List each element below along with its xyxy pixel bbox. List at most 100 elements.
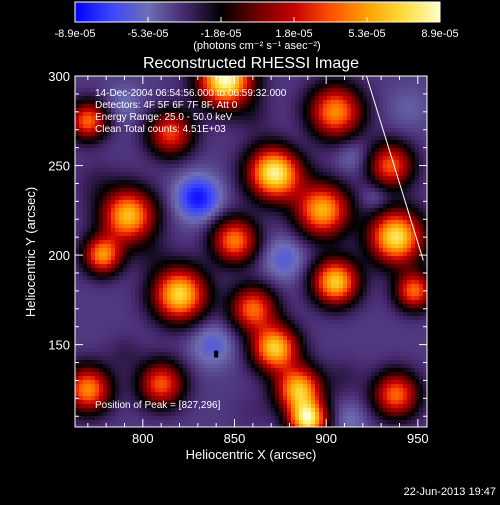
heatmap-cell [91,240,96,245]
heatmap-cell [343,292,348,297]
heatmap-cell [195,280,200,285]
heatmap-cell [111,256,116,261]
heatmap-cell [231,244,236,249]
heatmap-cell [363,116,368,121]
heatmap-cell [159,160,164,165]
heatmap-cell [99,184,104,189]
heatmap-cell [139,160,144,165]
heatmap-cell [227,248,232,253]
heatmap-cell [327,88,332,93]
heatmap-cell [131,260,136,265]
heatmap-cell [407,76,412,81]
heatmap-cell [135,152,140,157]
heatmap-cell [195,288,200,293]
heatmap-cell [219,200,224,205]
heatmap-cell [407,228,412,233]
heatmap-cell [247,76,252,81]
heatmap-cell [351,112,356,117]
heatmap-cell [155,164,160,169]
heatmap-cell [195,176,200,181]
heatmap-cell [295,152,300,157]
heatmap-cell [239,280,244,285]
heatmap-cell [107,288,112,293]
heatmap-cell [255,168,260,173]
heatmap-cell [171,292,176,297]
heatmap-cell [415,128,420,133]
heatmap-cell [311,220,316,225]
heatmap-cell [79,276,84,281]
heatmap-cell [163,76,168,81]
heatmap-cell [383,240,388,245]
heatmap-cell [303,284,308,289]
heatmap-cell [143,212,148,217]
heatmap-cell [207,236,212,241]
heatmap-cell [255,204,260,209]
heatmap-cell [239,296,244,301]
heatmap-cell [339,140,344,145]
heatmap-cell [139,276,144,281]
heatmap-cell [191,164,196,169]
heatmap-cell [227,144,232,149]
heatmap-cell [215,136,220,141]
heatmap-cell [315,172,320,177]
heatmap-cell [359,264,364,269]
heatmap-cell [387,264,392,269]
heatmap-cell [207,212,212,217]
heatmap-cell [167,252,172,257]
heatmap-cell [155,148,160,153]
heatmap-cell [191,264,196,269]
heatmap-cell [355,120,360,125]
heatmap-cell [295,188,300,193]
heatmap-cell [223,252,228,257]
heatmap-cell [319,236,324,241]
heatmap-cell [263,224,268,229]
heatmap-cell [207,140,212,145]
heatmap-cell [87,120,92,125]
heatmap-cell [251,80,256,85]
heatmap-cell [83,184,88,189]
heatmap-cell [91,200,96,205]
heatmap-cell [391,128,396,133]
heatmap-cell [307,140,312,145]
heatmap-cell [271,296,276,301]
heatmap-cell [199,220,204,225]
heatmap-cell [79,188,84,193]
heatmap-cell [303,160,308,165]
heatmap-cell [159,236,164,241]
heatmap-cell [367,236,372,241]
heatmap-cell [259,248,264,253]
heatmap-cell [119,284,124,289]
heatmap-cell [331,244,336,249]
heatmap-cell [239,228,244,233]
heatmap-cell [107,168,112,173]
heatmap-cell [99,160,104,165]
heatmap-cell [303,164,308,169]
heatmap-cell [347,168,352,173]
heatmap-cell [371,224,376,229]
heatmap-cell [111,232,116,237]
heatmap-cell [339,96,344,101]
heatmap-cell [295,200,300,205]
heatmap-cell [191,208,196,213]
heatmap-cell [355,236,360,241]
heatmap-cell [95,252,100,257]
heatmap-cell [267,252,272,257]
heatmap-cell [199,248,204,253]
heatmap-cell [99,192,104,197]
heatmap-cell [143,276,148,281]
heatmap-cell [311,260,316,265]
heatmap-cell [371,292,376,297]
heatmap-cell [383,176,388,181]
heatmap-cell [271,80,276,85]
heatmap-cell [287,120,292,125]
heatmap-cell [355,160,360,165]
heatmap-cell [315,244,320,249]
heatmap-cell [399,116,404,121]
heatmap-cell [243,112,248,117]
heatmap-cell [383,152,388,157]
heatmap-cell [319,212,324,217]
heatmap-cell [75,184,80,189]
heatmap-cell [151,156,156,161]
heatmap-cell [251,124,256,129]
heatmap-cell [327,260,332,265]
